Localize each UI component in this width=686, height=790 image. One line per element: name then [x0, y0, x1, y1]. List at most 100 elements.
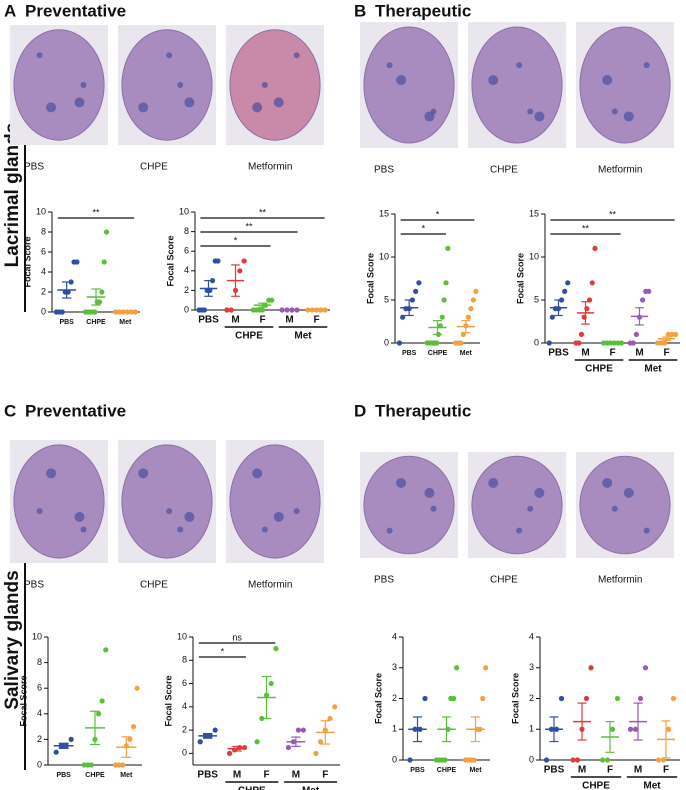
data-point: [655, 757, 662, 763]
x-tick-label: Met: [120, 772, 133, 779]
data-point: [74, 259, 80, 265]
panel-letter: C: [4, 401, 16, 420]
data-point: [442, 757, 448, 763]
data-point: [468, 306, 474, 312]
significance-label: *: [234, 235, 238, 245]
y-tick-label: 10: [32, 631, 42, 641]
y-tick-label: 8: [37, 657, 42, 667]
y-axis-label: Focal Score: [515, 253, 525, 304]
x-tick-label: M: [292, 770, 300, 781]
data-point: [197, 739, 203, 745]
data-point: [227, 750, 233, 756]
image-label: CHPE: [140, 580, 168, 591]
y-tick-label: 1: [529, 724, 534, 734]
y-tick-label: 8: [182, 655, 187, 665]
data-point: [269, 297, 275, 303]
infiltrate: [46, 468, 57, 479]
y-tick-label: 5: [534, 294, 539, 304]
data-point: [600, 340, 607, 346]
y-tick-label: 10: [529, 251, 539, 261]
infiltrate: [74, 97, 85, 108]
x-tick-label: PBS: [544, 765, 565, 776]
image-label: Metformin: [248, 162, 292, 173]
data-point: [413, 288, 419, 294]
infiltrate: [386, 527, 393, 534]
image-label: Metformin: [598, 575, 642, 586]
y-tick-label: 0: [529, 754, 534, 764]
infiltrate: [488, 477, 499, 488]
group-label: CHPE: [238, 786, 266, 790]
tissue: [471, 455, 563, 555]
infiltrate: [36, 508, 43, 515]
tissue: [13, 444, 105, 559]
data-point: [228, 307, 234, 313]
infiltrate: [166, 508, 173, 515]
data-point: [589, 280, 595, 286]
image-label: CHPE: [490, 165, 518, 176]
y-axis-label: Focal Score: [22, 236, 32, 287]
y-tick-label: 8: [184, 226, 189, 236]
data-point: [59, 309, 65, 315]
panel-title: Therapeutic: [375, 1, 471, 20]
x-tick-label: F: [663, 765, 669, 776]
data-point: [618, 340, 625, 346]
y-tick-label: 0: [534, 337, 539, 347]
data-point: [273, 646, 279, 652]
data-point: [549, 314, 555, 320]
panel-letter: B: [354, 1, 366, 20]
data-point: [483, 665, 489, 671]
infiltrate: [643, 62, 650, 69]
x-tick-label: PBS: [402, 350, 417, 357]
y-axis-label: Focal Score: [373, 673, 383, 724]
data-point: [433, 340, 440, 346]
data-point: [241, 258, 247, 264]
y-tick-label: 4: [41, 266, 46, 276]
data-point: [614, 695, 621, 702]
side-label: Lacrimal glands: [2, 123, 23, 268]
y-tick-label: 6: [182, 678, 187, 688]
y-axis-label: Focal Score: [365, 253, 375, 304]
x-tick-label: PBS: [198, 315, 219, 326]
infiltrate: [273, 511, 284, 522]
data-point: [574, 757, 581, 763]
tissue: [579, 455, 671, 555]
image-label: CHPE: [490, 575, 518, 586]
x-tick-label: F: [259, 315, 265, 326]
data-point: [558, 695, 565, 702]
infiltrate: [430, 505, 437, 512]
y-tick-label: 2: [184, 285, 189, 295]
data-point: [588, 665, 594, 671]
significance-label: **: [609, 209, 617, 219]
data-point: [546, 340, 552, 346]
y-tick-label: 0: [41, 306, 46, 316]
panel-letter: A: [4, 1, 16, 20]
image-label: CHPE: [140, 162, 168, 173]
infiltrate: [623, 487, 634, 498]
infiltrate: [611, 505, 618, 512]
y-tick-label: 3: [392, 662, 397, 672]
infiltrate: [424, 111, 435, 122]
significance-label: *: [422, 223, 426, 233]
data-point: [237, 268, 243, 274]
data-point: [295, 727, 301, 733]
infiltrate: [138, 102, 149, 113]
data-point: [578, 331, 585, 337]
data-point: [443, 280, 449, 286]
data-point: [127, 736, 133, 743]
significance-label: **: [92, 207, 100, 217]
data-point: [599, 757, 606, 763]
data-point: [332, 704, 338, 710]
y-tick-label: 6: [37, 683, 42, 693]
tissue: [121, 444, 213, 559]
tissue: [13, 29, 105, 141]
y-tick-label: 4: [184, 265, 189, 275]
data-point: [458, 340, 464, 346]
data-point: [646, 288, 652, 294]
data-point: [134, 685, 140, 691]
y-tick-label: 2: [529, 693, 534, 703]
infiltrate: [166, 52, 173, 59]
significance-label: **: [582, 223, 590, 233]
data-point: [396, 340, 403, 346]
data-point: [99, 698, 105, 704]
data-point: [654, 340, 661, 346]
